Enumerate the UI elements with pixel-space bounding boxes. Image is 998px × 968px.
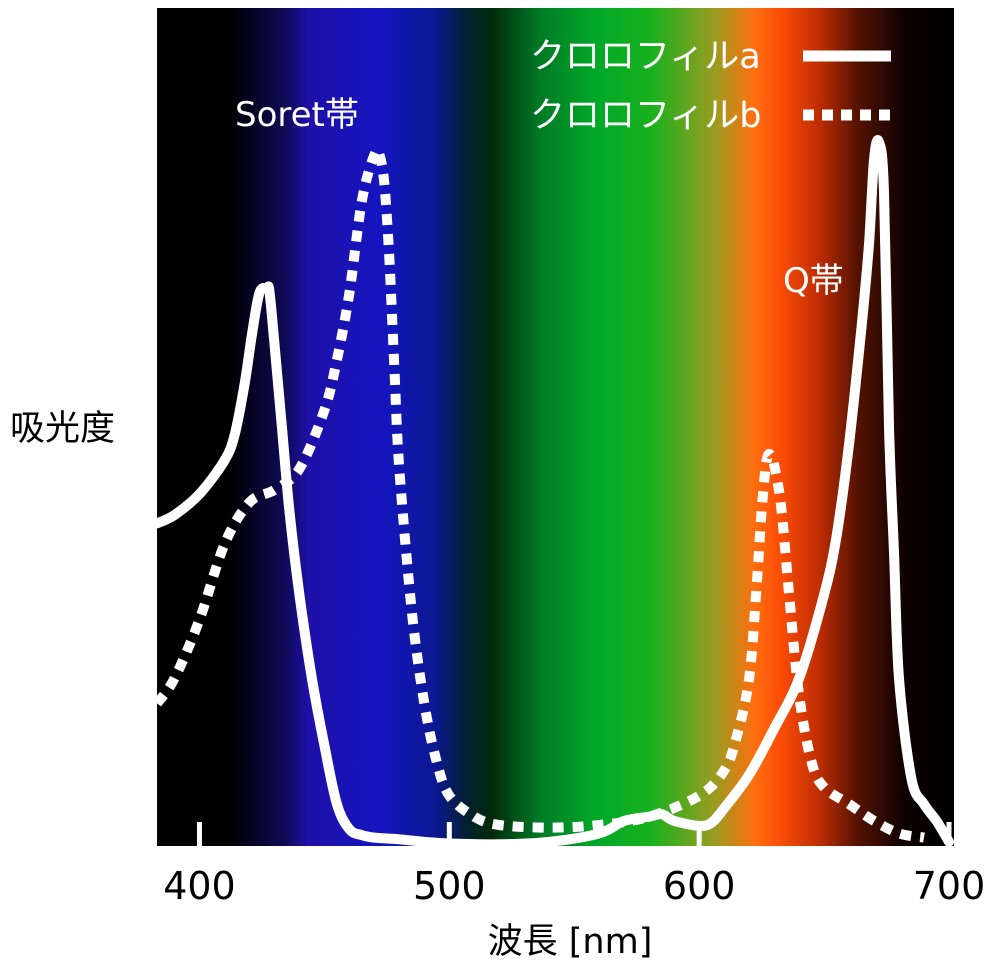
- series-line-chlorophyll-b: [152, 144, 925, 843]
- legend-label-chlorophyll-b: クロロフィルb: [530, 96, 762, 136]
- x-tick-label-500: 500: [413, 864, 486, 908]
- series-layer: [152, 134, 954, 850]
- y-axis-label: 吸光度: [10, 409, 115, 449]
- x-axis-label: 波長 [nm]: [488, 922, 653, 962]
- tick-layer: [196, 822, 952, 846]
- annotation-soret-band: Soret帯: [235, 95, 359, 135]
- annotation-q-band: Q帯: [783, 261, 844, 301]
- x-tick-label-600: 600: [663, 864, 736, 908]
- x-tick-label-400: 400: [163, 864, 236, 908]
- x-tick-label-700: 700: [913, 864, 986, 908]
- series-line-chlorophyll-a: [152, 134, 954, 850]
- x-tick-labels: 400 500 600 700: [163, 864, 985, 908]
- spectrum-background: [157, 8, 954, 846]
- legend-label-chlorophyll-a: クロロフィルa: [530, 37, 761, 77]
- legend: クロロフィルa クロロフィルb: [530, 37, 891, 136]
